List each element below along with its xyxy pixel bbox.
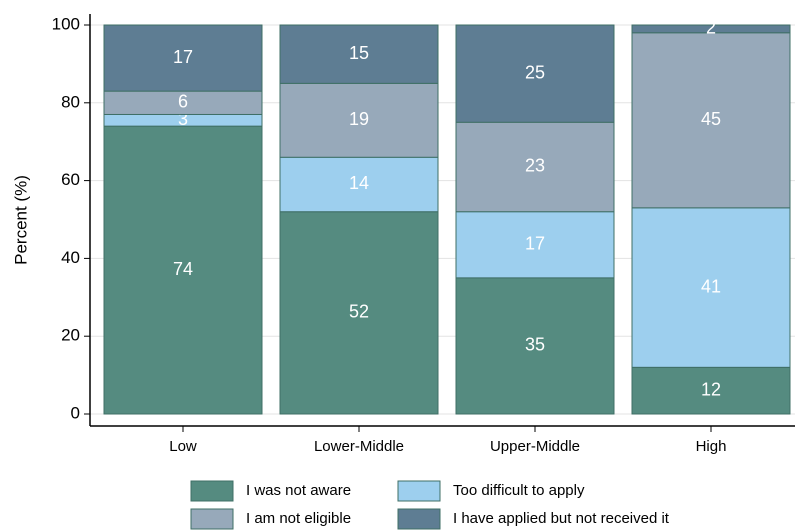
bar-segment bbox=[631, 24, 791, 34]
x-tick-label: Low bbox=[169, 438, 197, 455]
y-tick-label: 80 bbox=[61, 92, 80, 111]
y-tick-label: 60 bbox=[61, 170, 80, 189]
bar-segment bbox=[103, 125, 263, 415]
y-axis-label: Percent (%) bbox=[11, 175, 30, 265]
legend-label: I am not eligible bbox=[246, 510, 351, 527]
data-label: 17 bbox=[173, 47, 193, 67]
bar-segment bbox=[455, 121, 615, 213]
data-label: 12 bbox=[701, 379, 721, 399]
y-tick-label: 0 bbox=[71, 403, 80, 422]
bar-segment bbox=[631, 32, 791, 209]
bar-segment bbox=[279, 24, 439, 84]
bar-segment bbox=[279, 211, 439, 415]
legend-swatch bbox=[397, 480, 441, 502]
data-label: 3 bbox=[178, 109, 188, 129]
y-tick-label: 40 bbox=[61, 248, 80, 267]
legend-label: I was not aware bbox=[246, 482, 351, 499]
y-tick-label: 20 bbox=[61, 326, 80, 345]
bar-segment bbox=[103, 24, 263, 92]
data-label: 2 bbox=[706, 18, 716, 38]
x-tick-label: Upper-Middle bbox=[490, 438, 580, 455]
legend-label: I have applied but not received it bbox=[453, 510, 670, 527]
x-tick-label: High bbox=[696, 438, 727, 455]
legend-label: Too difficult to apply bbox=[453, 482, 585, 499]
data-label: 74 bbox=[173, 259, 193, 279]
bar-segment bbox=[279, 82, 439, 158]
bar-segment bbox=[455, 24, 615, 123]
legend-swatch bbox=[190, 480, 234, 502]
data-label: 6 bbox=[178, 92, 188, 112]
data-label: 45 bbox=[701, 109, 721, 129]
data-label: 35 bbox=[525, 335, 545, 355]
x-tick-label: Lower-Middle bbox=[314, 438, 404, 455]
data-label: 23 bbox=[525, 156, 545, 176]
legend-swatch bbox=[397, 508, 441, 530]
data-label: 41 bbox=[701, 276, 721, 296]
data-label: 52 bbox=[349, 302, 369, 322]
legend-swatch bbox=[190, 508, 234, 530]
data-label: 15 bbox=[349, 43, 369, 63]
bar-segment bbox=[455, 277, 615, 415]
y-tick-label: 100 bbox=[52, 14, 80, 33]
data-label: 14 bbox=[349, 173, 369, 193]
data-label: 19 bbox=[349, 109, 369, 129]
data-label: 17 bbox=[525, 234, 545, 254]
data-label: 25 bbox=[525, 62, 545, 82]
